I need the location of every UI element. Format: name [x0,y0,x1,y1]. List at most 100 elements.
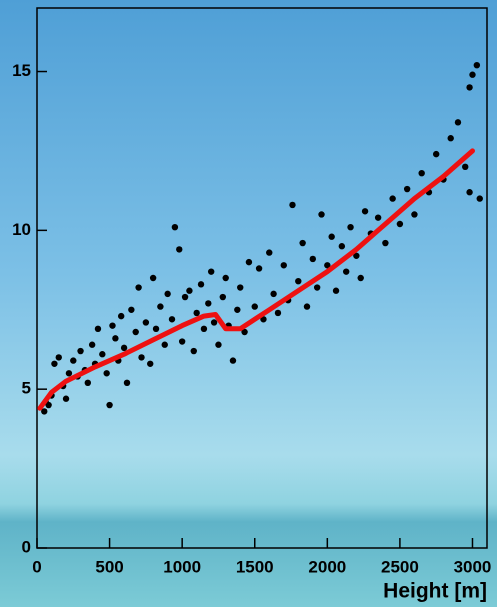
x-tick-label: 3000 [454,557,492,576]
data-point [299,239,306,247]
data-point [157,303,164,310]
data-point [99,351,106,358]
data-point [128,306,135,313]
data-point [473,61,481,69]
data-point [112,335,119,342]
x-tick-label: 0 [32,557,41,576]
data-point [241,328,248,336]
data-point [171,223,179,231]
y-tick-label: 10 [12,220,31,239]
data-point [324,262,331,269]
data-point [55,354,62,361]
data-point [103,370,110,377]
data-point [207,268,215,275]
data-point [318,211,325,218]
data-point [138,354,145,361]
x-tick-label: 1000 [163,557,201,576]
data-point [454,119,462,126]
y-tick-label: 15 [12,61,31,80]
data-point [245,258,253,266]
data-point [123,379,131,387]
data-point [45,401,52,409]
x-axis-label: Height [m] [383,580,487,603]
x-tick-label: 1500 [236,557,274,576]
data-point [260,316,267,323]
data-point [466,189,473,196]
data-point [289,201,296,209]
data-point [295,277,302,285]
data-point [270,290,277,298]
data-point [361,208,369,215]
x-tick-label: 2500 [381,557,419,576]
data-point [117,312,125,320]
y-tick-label: 5 [22,379,31,398]
data-point [328,233,335,240]
data-point [382,239,389,247]
data-point [251,303,258,310]
fit-curve [37,148,475,411]
data-point [347,223,354,231]
data-point [51,360,58,367]
x-tick-label: 500 [95,557,123,576]
data-point [70,357,77,364]
data-point [411,211,418,218]
data-point [396,220,404,228]
data-point [65,370,73,377]
data-point [186,287,193,294]
data-point [88,341,96,348]
data-point [389,195,396,202]
data-point [255,265,263,272]
data-point [168,316,176,323]
data-point [374,214,382,221]
data-point [161,341,168,348]
data-point [313,284,321,291]
data-point [178,338,186,345]
data-point [210,319,218,326]
data-point [149,274,157,282]
data-point [62,395,70,402]
data-point [41,408,48,415]
data-point [476,195,483,202]
data-point [84,379,92,387]
data-point [342,268,350,275]
data-point [219,293,227,301]
data-point [280,262,287,269]
data-point [215,341,222,348]
plot-frame [36,7,488,549]
data-point [309,255,317,263]
data-point [109,322,116,329]
data-point [164,290,171,298]
data-point [303,303,311,310]
data-point [190,347,197,355]
data-point [94,325,102,333]
data-point [447,135,454,142]
data-point [234,306,241,313]
data-point [418,169,425,177]
data-point [135,284,142,291]
data-point [266,249,273,256]
data-point [132,328,139,336]
data-point [338,243,346,250]
data-point [120,344,128,352]
data-point [432,150,440,158]
data-point [274,309,282,317]
data-point [466,84,473,91]
data-point [176,246,183,253]
data-point [229,357,237,364]
data-point [147,360,154,367]
data-point [237,284,244,291]
data-point [200,325,208,333]
data-point [357,274,364,282]
data-point [152,325,160,333]
data-point [197,281,205,288]
data-point [193,309,200,317]
data-point [469,71,476,78]
data-point [142,319,150,326]
y-tick-label: 0 [22,537,31,556]
data-point [181,293,189,301]
data-point [77,347,84,355]
x-tick-label: 2000 [308,557,346,576]
data-point [106,401,113,409]
